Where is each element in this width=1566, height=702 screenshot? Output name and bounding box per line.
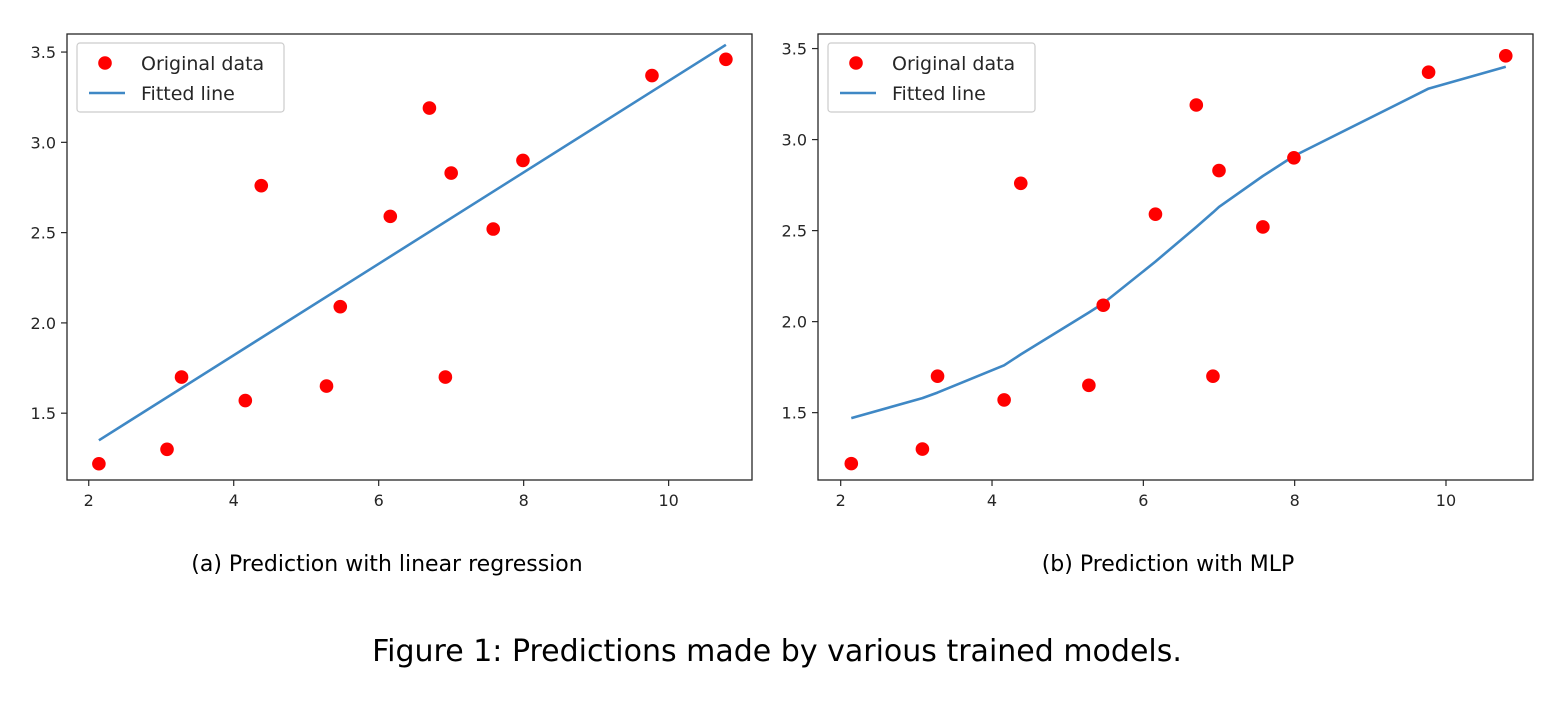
data-point bbox=[1256, 220, 1270, 234]
data-point bbox=[1498, 49, 1513, 63]
x-tick-label: 6 bbox=[1138, 491, 1148, 510]
x-tick-label: 2 bbox=[84, 491, 94, 510]
data-point bbox=[383, 209, 398, 224]
legend-label-fitted-line: Fitted line bbox=[892, 83, 986, 105]
data-point bbox=[1212, 163, 1226, 178]
data-point bbox=[1206, 369, 1220, 384]
x-tick-label: 2 bbox=[836, 491, 846, 510]
subcaption-b: (b) Prediction with MLP bbox=[1042, 552, 1295, 577]
legend: Original data Fitted line bbox=[76, 42, 285, 113]
data-point bbox=[997, 393, 1011, 407]
data-point bbox=[1287, 150, 1301, 165]
data-point bbox=[1096, 298, 1111, 313]
data-point bbox=[915, 442, 930, 456]
data-point bbox=[160, 442, 174, 457]
data-point bbox=[645, 68, 659, 83]
x-tick-label: 6 bbox=[374, 491, 384, 510]
data-point bbox=[1421, 65, 1436, 80]
y-tick-label: 2.0 bbox=[782, 313, 807, 332]
y-tick-label: 3.5 bbox=[31, 43, 56, 62]
legend-label-original-data: Original data bbox=[141, 53, 264, 75]
data-point bbox=[1013, 176, 1028, 191]
y-tick-label: 1.5 bbox=[782, 404, 807, 423]
x-tick-label: 8 bbox=[519, 491, 529, 510]
data-point bbox=[1189, 98, 1204, 112]
data-point bbox=[486, 222, 501, 236]
legend-box bbox=[827, 42, 1036, 113]
data-point bbox=[422, 101, 437, 115]
fitted-line bbox=[850, 65, 1507, 420]
y-tick-label: 2.0 bbox=[31, 314, 56, 333]
data-point bbox=[254, 178, 269, 193]
x-tick-label: 10 bbox=[1436, 491, 1456, 510]
legend-label-fitted-line: Fitted line bbox=[141, 83, 235, 105]
data-point bbox=[438, 370, 453, 384]
data-point bbox=[516, 153, 530, 168]
data-point bbox=[92, 456, 106, 471]
data-point bbox=[444, 166, 458, 180]
legend-label-original-data: Original data bbox=[892, 53, 1015, 75]
data-point bbox=[319, 379, 334, 393]
data-point bbox=[719, 52, 733, 67]
y-tick-label: 3.5 bbox=[782, 40, 807, 59]
legend-marker-original-data bbox=[849, 56, 863, 70]
plot-area bbox=[844, 49, 1513, 471]
y-tick-label: 1.5 bbox=[31, 404, 56, 423]
data-point bbox=[1148, 207, 1163, 222]
y-tick-label: 3.0 bbox=[31, 133, 56, 152]
y-tick-label: 3.0 bbox=[782, 131, 807, 150]
panel-b: 2 4 6 8 10 1.5 2.0 2.5 3.0 3.5 Original data Fitted… bbox=[782, 33, 1534, 510]
data-point bbox=[844, 456, 859, 471]
data-point bbox=[930, 369, 945, 384]
panel-a: 2 4 6 8 10 1.5 2.0 2.5 3.0 3.5 Original data Fitted… bbox=[31, 33, 753, 510]
x-tick-label: 8 bbox=[1290, 491, 1300, 510]
plot-area bbox=[92, 43, 733, 471]
data-point bbox=[238, 393, 253, 408]
subcaption-a: (a) Prediction with linear regression bbox=[191, 552, 582, 577]
data-point bbox=[333, 299, 348, 314]
figure-caption: Figure 1: Predictions made by various tr… bbox=[372, 634, 1182, 669]
axes-frame bbox=[66, 33, 753, 481]
data-point bbox=[1082, 378, 1096, 393]
data-point bbox=[174, 370, 189, 384]
legend-box bbox=[76, 42, 285, 113]
x-tick-label: 10 bbox=[658, 491, 678, 510]
legend-marker-original-data bbox=[98, 56, 112, 70]
x-tick-label: 4 bbox=[987, 491, 997, 510]
legend: Original data Fitted line bbox=[827, 42, 1036, 113]
fitted-line bbox=[98, 43, 727, 442]
y-tick-label: 2.5 bbox=[31, 224, 56, 243]
y-tick-label: 2.5 bbox=[782, 222, 807, 241]
axes-frame bbox=[817, 33, 1534, 481]
x-tick-label: 4 bbox=[229, 491, 239, 510]
